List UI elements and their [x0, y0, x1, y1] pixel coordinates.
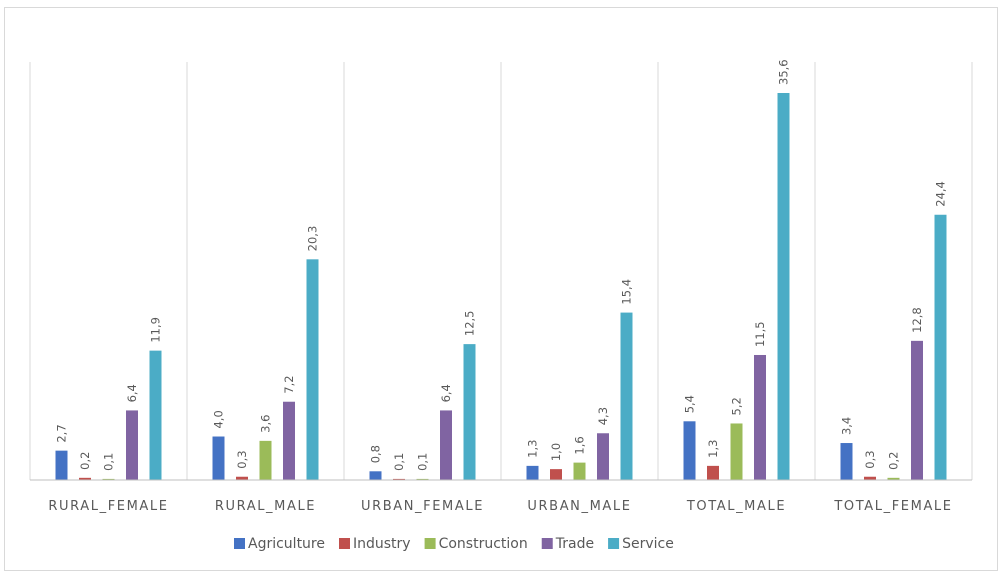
legend-label: Agriculture — [248, 536, 325, 552]
bar-construction-rural_male — [259, 440, 272, 480]
category-label: RURAL_MALE — [215, 499, 316, 514]
bar-agriculture-urban_male — [526, 465, 539, 480]
bar-construction-rural_female — [102, 478, 115, 480]
bar-service-urban_female — [463, 344, 476, 480]
data-label: 6,4 — [439, 384, 453, 402]
bar-service-rural_female — [149, 350, 162, 480]
legend-swatch-trade — [541, 538, 553, 549]
legend-swatch-agriculture — [234, 538, 245, 549]
bar-construction-urban_female — [416, 478, 429, 480]
bar-construction-urban_male — [573, 462, 586, 480]
bar-trade-urban_male — [597, 433, 609, 480]
category-label: TOTAL_MALE — [686, 499, 786, 514]
data-label: 11,5 — [753, 321, 767, 347]
data-label: 3,4 — [840, 417, 854, 435]
data-label: 0,8 — [369, 445, 383, 463]
data-label: 4,3 — [596, 407, 610, 425]
bar-agriculture-rural_female — [55, 450, 68, 480]
bar-industry-total_male — [707, 465, 719, 480]
data-label: 0,2 — [887, 452, 901, 470]
data-label: 0,3 — [235, 450, 249, 468]
data-label: 0,1 — [416, 453, 430, 471]
bar-trade-total_female — [911, 340, 923, 480]
bar-service-total_male — [777, 93, 790, 480]
bar-agriculture-total_male — [683, 421, 696, 480]
legend-label: Construction — [439, 536, 528, 552]
bar-industry-urban_female — [393, 478, 405, 480]
legend-swatch-industry — [339, 538, 350, 549]
data-label: 15,4 — [620, 279, 634, 305]
data-label: 24,4 — [934, 181, 948, 207]
legend-swatch-construction — [424, 538, 436, 549]
bar-trade-total_male — [754, 354, 766, 480]
legend: Agriculture Industry Construction Trade Serv… — [234, 536, 674, 552]
bar-industry-total_female — [864, 476, 876, 480]
bar-industry-rural_male — [236, 476, 248, 480]
bar-industry-urban_male — [550, 469, 562, 480]
bar-service-total_female — [934, 214, 947, 480]
data-label: 1,6 — [573, 436, 587, 454]
data-labels: 2,7 0,2 0,1 6,4 11,9 4,0 0,3 3,6 7,2 20,3 0,8 0,1 0,… — [55, 59, 948, 471]
data-label: 1,3 — [706, 440, 720, 458]
legend-label: Trade — [555, 536, 594, 552]
legend-label: Service — [622, 536, 674, 552]
category-label: URBAN_FEMALE — [361, 499, 484, 514]
category-dividers — [29, 62, 973, 480]
data-label: 11,9 — [149, 317, 163, 343]
category-label: TOTAL_FEMALE — [833, 499, 952, 514]
category-label: URBAN_MALE — [527, 499, 631, 514]
bar-construction-total_male — [730, 423, 743, 480]
data-label: 1,0 — [549, 443, 563, 461]
data-label: 2,7 — [55, 424, 69, 442]
data-label: 6,4 — [125, 384, 139, 402]
data-label: 20,3 — [306, 226, 320, 252]
data-label: 3,6 — [259, 415, 273, 433]
data-label: 5,4 — [683, 395, 697, 413]
data-label: 35,6 — [777, 59, 791, 85]
data-label: 0,2 — [78, 452, 92, 470]
bar-industry-rural_female — [79, 477, 91, 480]
legend-swatch-service — [608, 538, 620, 549]
bar-trade-rural_female — [126, 410, 138, 480]
bars — [55, 93, 947, 480]
category-labels: RURAL_FEMALE RURAL_MALE URBAN_FEMALE URBAN_… — [48, 499, 952, 514]
data-label: 4,0 — [212, 410, 226, 428]
bar-agriculture-rural_male — [212, 436, 225, 480]
data-label: 7,2 — [282, 375, 296, 393]
bar-construction-total_female — [887, 477, 900, 480]
data-label: 0,3 — [863, 450, 877, 468]
bar-service-rural_male — [306, 259, 319, 480]
data-label: 0,1 — [392, 453, 406, 471]
bar-agriculture-total_female — [840, 443, 853, 480]
category-label: RURAL_FEMALE — [48, 499, 168, 514]
data-label: 5,2 — [730, 397, 744, 415]
data-label: 0,1 — [102, 453, 116, 471]
bar-service-urban_male — [620, 312, 633, 480]
data-label: 12,8 — [910, 307, 924, 333]
bar-trade-urban_female — [440, 410, 452, 480]
bar-agriculture-urban_female — [369, 471, 382, 480]
bar-trade-rural_male — [283, 401, 295, 480]
data-label: 12,5 — [463, 311, 477, 337]
legend-label: Industry — [353, 536, 411, 552]
data-label: 1,3 — [526, 440, 540, 458]
